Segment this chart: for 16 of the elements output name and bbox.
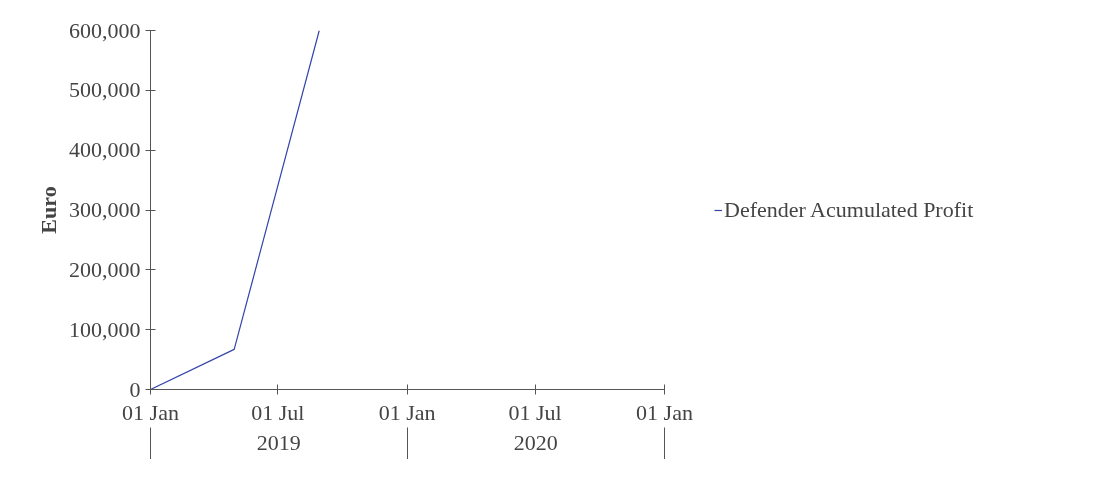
text: 2019 <box>256 429 301 455</box>
y-tick-label: 200,000 <box>69 256 141 282</box>
y-tick-label: 400,000 <box>69 137 141 163</box>
y-tick-label: 100,000 <box>69 316 141 342</box>
x-tick-label: 01 Jan <box>378 399 436 425</box>
x-tick-label: 01 Jan <box>636 399 693 425</box>
x-tick-label: 01 Jan <box>122 399 179 425</box>
y-tick-label: 500,000 <box>69 77 141 103</box>
y-axis-title: Euro <box>36 186 61 234</box>
x-tick-label: 01 Jul <box>251 399 305 425</box>
x-tick-label: 01 Jul <box>508 399 562 425</box>
y-tick-label: 600,000 <box>69 17 141 43</box>
text: 2020 <box>513 429 558 455</box>
y-tick-label: 0 <box>129 376 141 402</box>
legend-label: Defender Acumulated Profit <box>724 196 974 223</box>
y-tick-label: 300,000 <box>69 197 141 222</box>
